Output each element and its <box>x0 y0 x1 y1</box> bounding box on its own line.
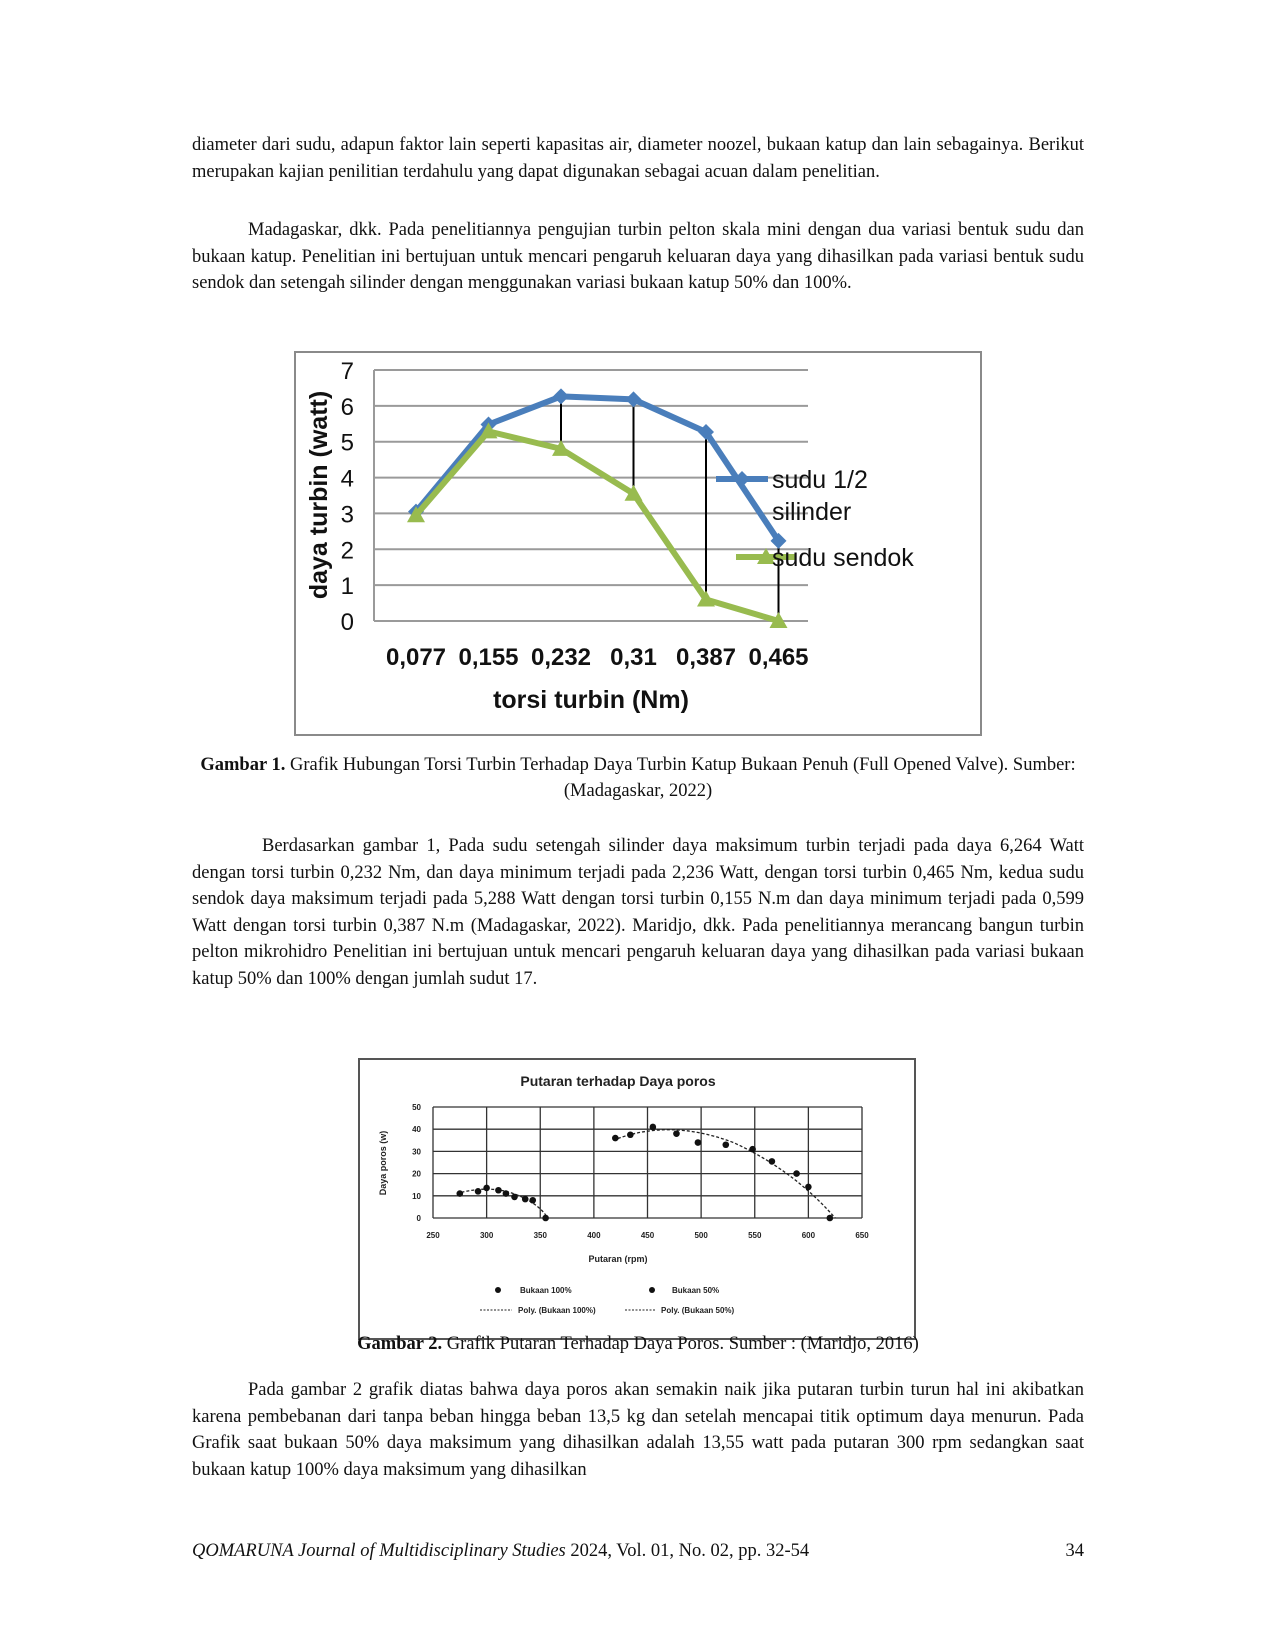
data-point <box>673 1130 680 1137</box>
legend-marker <box>649 1287 655 1293</box>
y-axis-label: Daya poros (w) <box>378 1131 388 1196</box>
footer-details: 2024, Vol. 01, No. 02, pp. 32-54 <box>570 1541 810 1561</box>
data-point-marker <box>624 484 643 501</box>
footer-journal: QOMARUNA Journal of Multidisciplinary St… <box>192 1541 566 1561</box>
y-tick-label: 0 <box>341 609 354 636</box>
data-point <box>521 1195 529 1203</box>
page-number: 34 <box>1065 1541 1085 1561</box>
legend-label: Bukaan 50% <box>672 1286 719 1295</box>
data-point <box>495 1186 502 1194</box>
x-tick-label: 300 <box>480 1231 494 1240</box>
data-point <box>456 1190 464 1197</box>
figure-1-caption-label: Gambar 1. <box>200 755 286 775</box>
legend-label: sudu sendok <box>772 544 914 572</box>
data-point <box>627 1131 634 1139</box>
figure-1-chart: 0 1 2 3 4 5 6 7 0,077 0,155 0,232 0,31 0,387 0,465 sud… <box>294 351 982 736</box>
data-point <box>529 1196 537 1204</box>
figure-2-caption: Gambar 2. Grafik Putaran Terhadap Daya P… <box>192 1331 1084 1357</box>
data-point <box>612 1134 619 1142</box>
x-tick-label: 350 <box>534 1231 548 1240</box>
y-tick-label: 5 <box>341 430 354 457</box>
x-tick-label: 0,077 <box>386 644 446 671</box>
data-point <box>793 1170 800 1177</box>
x-tick-label: 0,31 <box>610 644 657 671</box>
data-point-marker <box>479 422 498 439</box>
x-tick-label: 0,465 <box>748 644 808 671</box>
torque-power-chart: 0 1 2 3 4 5 6 7 0,077 0,155 0,232 0,31 0,387 0,465 sud… <box>305 358 914 714</box>
y-axis-label: daya turbin (watt) <box>305 391 333 599</box>
x-tick-label: 0,387 <box>676 644 736 671</box>
legend-marker <box>734 471 750 487</box>
data-point <box>542 1214 549 1222</box>
figure-1-caption: Gambar 1. Grafik Hubungan Torsi Turbin T… <box>192 752 1084 804</box>
trendline <box>612 1129 836 1219</box>
legend-label: Bukaan 100% <box>520 1286 572 1295</box>
y-tick-label: 30 <box>412 1147 421 1156</box>
y-tick-label: 50 <box>412 1103 421 1112</box>
y-tick-label: 6 <box>341 394 354 421</box>
data-point <box>768 1158 776 1165</box>
y-tick-label: 40 <box>412 1125 421 1134</box>
x-axis-label: torsi turbin (Nm) <box>493 686 689 714</box>
y-tick-label: 7 <box>341 358 354 385</box>
data-point-marker <box>769 612 788 628</box>
data-point-marker <box>698 424 714 441</box>
legend-label: sudu 1/2 <box>772 466 868 494</box>
legend-marker <box>495 1287 501 1293</box>
y-tick-label: 2 <box>341 537 354 564</box>
data-point-marker <box>552 439 570 456</box>
data-point <box>694 1139 702 1146</box>
rpm-power-chart: Putaran terhadap Daya poros 0 10 20 30 40 50 25… <box>378 1073 869 1315</box>
data-point <box>826 1214 834 1222</box>
y-tick-label: 4 <box>341 466 354 493</box>
x-tick-label: 450 <box>641 1231 655 1240</box>
y-tick-label: 0 <box>417 1214 422 1223</box>
data-point-marker <box>553 388 569 405</box>
x-tick-label: 250 <box>426 1231 440 1240</box>
y-tick-label: 1 <box>341 573 354 600</box>
data-point <box>722 1141 730 1149</box>
y-tick-label: 10 <box>412 1192 421 1201</box>
chart-title: Putaran terhadap Daya poros <box>520 1073 715 1089</box>
x-tick-label: 0,155 <box>458 644 518 671</box>
data-point <box>805 1183 812 1191</box>
figure-2-caption-label: Gambar 2. <box>357 1334 443 1354</box>
data-point-marker <box>407 506 425 523</box>
data-point <box>502 1190 510 1197</box>
legend-marker <box>757 548 775 564</box>
series-line <box>413 428 780 624</box>
data-point <box>483 1184 490 1192</box>
paragraph-1: diameter dari sudu, adapun faktor lain s… <box>192 135 1084 182</box>
data-point <box>474 1188 482 1195</box>
x-axis-label: Putaran (rpm) <box>588 1254 647 1264</box>
data-point-marker <box>625 391 642 408</box>
y-tick-label: 3 <box>341 501 354 528</box>
legend-label: Poly. (Bukaan 100%) <box>518 1306 596 1315</box>
figure-2-caption-text: Grafik Putaran Terhadap Daya Poros. Sumb… <box>446 1334 919 1354</box>
x-tick-label: 650 <box>855 1231 869 1240</box>
paragraph-4: Pada gambar 2 grafik diatas bahwa daya p… <box>192 1380 1084 1480</box>
data-point <box>649 1123 657 1131</box>
x-tick-label: 400 <box>587 1231 601 1240</box>
paragraph-2: Madagaskar, dkk. Pada penelitiannya peng… <box>192 220 1084 293</box>
trendline <box>456 1188 549 1219</box>
x-tick-label: 600 <box>802 1231 816 1240</box>
y-tick-label: 20 <box>412 1170 421 1179</box>
data-point <box>749 1145 756 1153</box>
x-tick-label: 0,232 <box>531 644 591 671</box>
data-point-marker <box>770 532 787 549</box>
legend-label: Poly. (Bukaan 50%) <box>661 1306 735 1315</box>
legend-label: silinder <box>772 498 851 526</box>
x-tick-label: 500 <box>694 1231 708 1240</box>
x-tick-label: 550 <box>748 1231 762 1240</box>
data-point-marker <box>697 590 715 607</box>
data-point <box>511 1193 518 1201</box>
figure-1-caption-text: Grafik Hubungan Torsi Turbin Terhadap Da… <box>289 755 1076 801</box>
figure-2-chart: Putaran terhadap Daya poros 0 10 20 30 40 50 25… <box>358 1058 916 1340</box>
page-footer: QOMARUNA Journal of Multidisciplinary St… <box>192 1541 1084 1562</box>
paragraph-3: Berdasarkan gambar 1, Pada sudu setengah… <box>192 836 1084 989</box>
series-line <box>413 393 781 543</box>
